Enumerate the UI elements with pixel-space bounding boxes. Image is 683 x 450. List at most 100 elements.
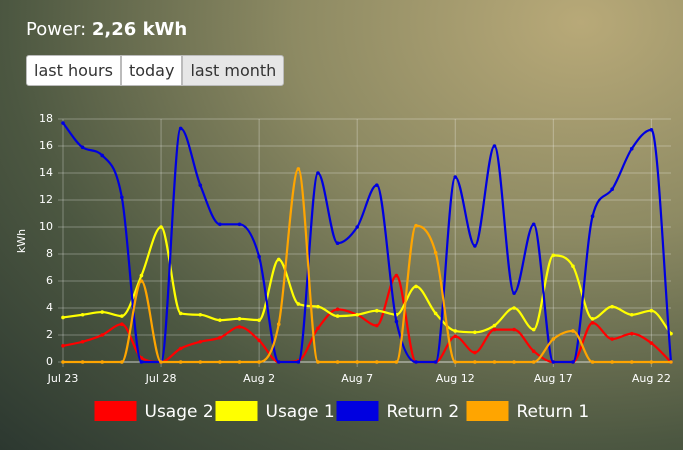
legend-swatch <box>215 401 258 421</box>
data-point <box>198 183 203 187</box>
data-point <box>237 317 242 321</box>
data-point <box>316 326 320 331</box>
y-axis-label: kWh <box>15 229 28 253</box>
data-point <box>120 195 124 200</box>
data-point <box>218 360 222 364</box>
data-point <box>237 325 242 329</box>
data-point <box>335 241 340 245</box>
data-point <box>61 315 65 320</box>
data-point <box>414 360 418 364</box>
data-point <box>414 284 418 289</box>
data-point <box>355 312 359 317</box>
data-point <box>61 344 65 348</box>
data-point <box>100 310 105 314</box>
data-point <box>100 153 105 158</box>
data-point <box>610 187 614 191</box>
data-point <box>531 349 536 354</box>
range-button[interactable]: last hours <box>26 55 121 86</box>
data-point <box>375 360 379 364</box>
range-button[interactable]: today <box>120 55 183 86</box>
header-value: 2,26 kWh <box>91 19 188 40</box>
y-tick-label: 4 <box>46 301 53 314</box>
data-point <box>218 335 222 340</box>
range-button[interactable]: last month <box>182 55 285 86</box>
y-tick-label: 10 <box>39 220 53 233</box>
data-point <box>512 291 516 295</box>
data-point <box>198 360 203 364</box>
data-point <box>492 327 497 332</box>
data-point <box>80 360 85 364</box>
data-point <box>120 314 124 318</box>
data-point <box>473 244 477 248</box>
data-point <box>551 337 556 341</box>
data-point <box>120 322 124 327</box>
data-point <box>433 311 438 316</box>
data-point <box>276 360 281 364</box>
data-point <box>198 339 203 344</box>
data-point <box>296 167 301 171</box>
header: Power: 2,26 kWh <box>26 19 187 40</box>
data-point <box>80 339 85 344</box>
data-point <box>335 314 340 318</box>
data-point <box>394 319 399 324</box>
data-point <box>571 329 575 333</box>
data-point <box>257 254 261 259</box>
x-tick-label: Aug 2 <box>243 372 275 385</box>
range-buttons: last hours today last month <box>26 55 285 86</box>
data-point <box>394 273 399 278</box>
data-point <box>139 279 144 283</box>
y-tick-label: 18 <box>39 112 53 125</box>
data-point <box>512 360 516 364</box>
data-point <box>296 302 301 306</box>
data-point <box>629 331 634 336</box>
x-tick-label: Aug 12 <box>436 372 475 385</box>
data-point <box>590 214 595 218</box>
data-point <box>512 306 516 310</box>
data-point <box>629 312 634 317</box>
data-point <box>276 322 281 327</box>
legend-label: Return 2 <box>387 402 460 422</box>
data-point <box>492 323 497 328</box>
data-point <box>531 222 536 227</box>
data-point <box>571 264 575 268</box>
data-point <box>453 334 458 339</box>
data-point <box>80 145 85 150</box>
data-point <box>610 304 614 309</box>
data-point <box>296 360 301 364</box>
legend-swatch <box>466 401 509 421</box>
data-point <box>610 360 614 364</box>
data-point <box>649 360 654 364</box>
data-point <box>649 128 654 132</box>
data-point <box>100 333 105 337</box>
data-point <box>355 225 359 229</box>
data-point <box>473 360 477 364</box>
x-tick-label: Aug 17 <box>534 372 573 385</box>
legend-label: Usage 1 <box>266 402 335 422</box>
data-point <box>159 360 163 364</box>
data-point <box>61 121 65 125</box>
data-point <box>492 144 497 148</box>
data-point <box>80 312 85 317</box>
data-point <box>139 360 144 364</box>
y-tick-label: 2 <box>46 328 53 341</box>
y-tick-label: 14 <box>39 166 53 179</box>
data-point <box>355 360 359 364</box>
data-point <box>649 308 654 313</box>
series-line <box>62 225 672 335</box>
data-point <box>218 222 222 227</box>
data-point <box>237 222 242 227</box>
data-point <box>375 308 379 313</box>
x-tick-label: Aug 22 <box>632 372 671 385</box>
data-point <box>237 360 242 364</box>
y-tick-label: 16 <box>39 139 53 152</box>
data-point <box>198 312 203 317</box>
data-point <box>629 146 634 151</box>
data-point <box>473 350 477 355</box>
y-tick-label: 12 <box>39 193 53 206</box>
data-point <box>590 321 595 325</box>
legend-swatch <box>94 401 137 421</box>
data-point <box>316 304 320 309</box>
data-point <box>453 360 458 364</box>
